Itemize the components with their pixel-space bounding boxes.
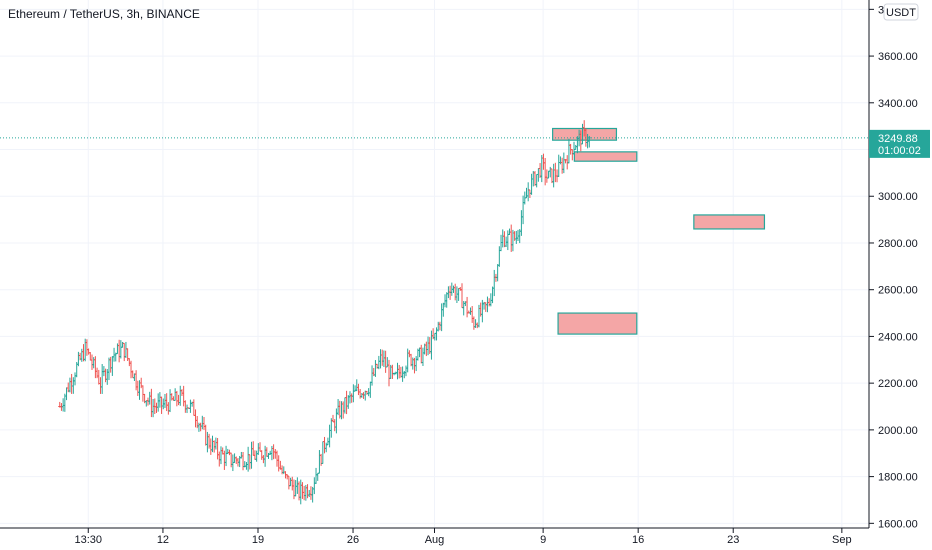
- time-tick-label: 16: [632, 534, 644, 546]
- price-tick-label: 2400.00: [878, 331, 918, 343]
- price-tick-label: 1600.00: [878, 518, 918, 530]
- price-zone-rectangle[interactable]: [557, 312, 638, 335]
- price-tick-label: 2800.00: [878, 238, 918, 250]
- price-zone-rectangle[interactable]: [573, 151, 638, 162]
- currency-label: USDT: [886, 7, 916, 19]
- time-tick-label: 13:30: [74, 534, 102, 546]
- price-tick-label: 2200.00: [878, 378, 918, 390]
- price-tick-label: 3400.00: [878, 98, 918, 110]
- last-price-countdown: 01:00:02: [878, 145, 921, 157]
- chart-title: Ethereum / TetherUS, 3h, BINANCE: [8, 7, 200, 21]
- time-tick-label: 26: [347, 534, 359, 546]
- time-tick-label: 12: [157, 534, 169, 546]
- time-tick-label: Aug: [425, 534, 445, 546]
- price-zone-rectangle[interactable]: [693, 214, 766, 230]
- time-axis-labels: 13:30 12 19 26 Aug 9 16 23 Sep: [74, 528, 852, 546]
- price-tick-label: 1800.00: [878, 472, 918, 484]
- grid: [0, 0, 869, 528]
- price-tick-label: 3600.00: [878, 51, 918, 63]
- time-tick-label: 23: [727, 534, 739, 546]
- time-tick-label: Sep: [832, 534, 852, 546]
- price-tick-label: 2600.00: [878, 285, 918, 297]
- time-tick-label: 19: [252, 534, 264, 546]
- currency-badge[interactable]: USDT: [883, 3, 919, 21]
- time-tick-label: 9: [540, 534, 546, 546]
- supply-demand-zones: [552, 127, 766, 335]
- price-tick-label: 3000.00: [878, 191, 918, 203]
- price-axis[interactable]: [869, 0, 932, 550]
- last-price-badge: 3249.88 01:00:02: [869, 129, 930, 158]
- price-tick-label: 2000.00: [878, 425, 918, 437]
- last-price-value: 3249.88: [878, 133, 918, 145]
- candlestick-series: [58, 120, 591, 505]
